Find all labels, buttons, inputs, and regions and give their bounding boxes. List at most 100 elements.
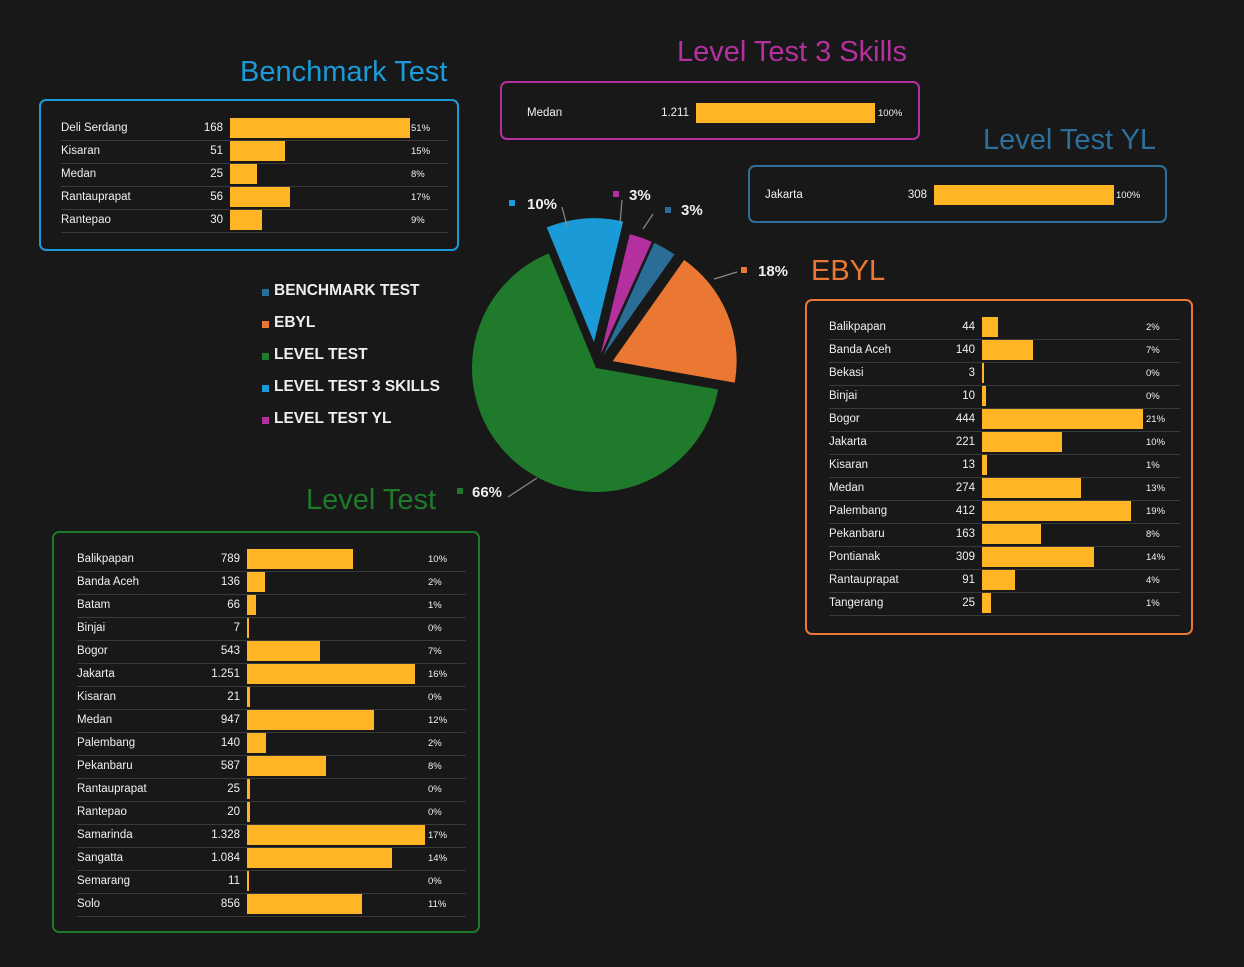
percent-label: 0% xyxy=(1146,391,1160,402)
bar xyxy=(982,547,1095,567)
pie-slice-ebyl xyxy=(612,259,737,383)
benchmark-test-row: Rantauprapat 56 17% xyxy=(61,186,448,210)
row-divider xyxy=(77,640,466,641)
bar xyxy=(247,871,249,891)
row-divider xyxy=(829,385,1180,386)
pie-slice-benchmark-test xyxy=(602,242,675,356)
value-label: 163 xyxy=(955,528,975,540)
row-divider xyxy=(77,893,466,894)
percent-label: 17% xyxy=(428,830,448,841)
percent-label: 17% xyxy=(411,192,431,203)
percent-label: 8% xyxy=(411,169,425,180)
category-label: Medan xyxy=(61,168,97,180)
bar xyxy=(230,118,410,138)
bar xyxy=(982,409,1143,429)
value-label: 309 xyxy=(955,551,975,563)
percent-label: 8% xyxy=(428,761,442,772)
bar xyxy=(247,664,415,684)
row-divider xyxy=(829,339,1180,340)
category-label: Medan xyxy=(829,482,865,494)
legend-label-level-test: LEVEL TEST xyxy=(274,346,368,363)
row-divider xyxy=(829,592,1180,593)
value-label: 856 xyxy=(220,898,240,910)
percent-label: 0% xyxy=(428,807,442,818)
legend-label-level-test-yl: LEVEL TEST YL xyxy=(274,410,392,427)
pie-leader-line xyxy=(507,477,538,498)
value-label: 91 xyxy=(962,574,975,586)
value-label: 25 xyxy=(210,168,223,180)
pie-leader-line xyxy=(713,271,738,280)
ebyl-panel xyxy=(805,299,1193,635)
benchmark-test-row: Rantepao 30 9% xyxy=(61,209,448,233)
percent-label: 14% xyxy=(428,853,448,864)
row-divider xyxy=(829,569,1180,570)
row-divider xyxy=(829,477,1180,478)
category-label: Deli Serdang xyxy=(61,122,128,134)
row-divider xyxy=(77,916,466,917)
value-label: 168 xyxy=(203,122,223,134)
value-label: 25 xyxy=(962,597,975,609)
row-divider xyxy=(77,755,466,756)
value-label: 44 xyxy=(962,321,975,333)
percent-label: 0% xyxy=(428,784,442,795)
category-label: Kisaran xyxy=(61,145,100,157)
bar xyxy=(230,141,285,161)
value-label: 30 xyxy=(210,214,223,226)
pie-label-marker xyxy=(457,488,463,494)
value-label: 51 xyxy=(210,145,223,157)
bar xyxy=(230,210,263,230)
benchmark-test-row: Kisaran 51 15% xyxy=(61,140,448,164)
category-label: Balikpapan xyxy=(829,321,886,333)
bar xyxy=(247,549,353,569)
row-divider xyxy=(61,209,448,210)
ebyl-row: Balikpapan 44 2% xyxy=(829,316,1180,340)
row-divider xyxy=(77,801,466,802)
bar xyxy=(982,455,987,475)
ebyl-row: Kisaran 13 1% xyxy=(829,454,1180,478)
level-test-row: Bogor 543 7% xyxy=(77,640,466,664)
pie-label-marker xyxy=(509,200,515,206)
row-divider xyxy=(77,732,466,733)
category-label: Sangatta xyxy=(77,852,124,864)
category-label: Batam xyxy=(77,599,111,611)
value-label: 66 xyxy=(227,599,240,611)
percent-label: 16% xyxy=(428,669,448,680)
pie-slice-label: 10% xyxy=(527,196,557,213)
bar xyxy=(982,524,1042,544)
row-divider xyxy=(829,408,1180,409)
level-test-panel xyxy=(52,531,480,933)
benchmark-test-title: Benchmark Test xyxy=(240,56,448,88)
legend-swatch-level-test-3-skills xyxy=(262,385,269,392)
bar xyxy=(247,825,425,845)
legend-swatch-benchmark-test xyxy=(262,289,269,296)
level-test-3-skills-row: Medan 1.211 100% xyxy=(527,102,910,125)
category-label: Jakarta xyxy=(77,668,115,680)
pie-label-marker xyxy=(613,191,619,197)
level-test-row: Palembang 140 2% xyxy=(77,732,466,756)
percent-label: 0% xyxy=(1146,368,1160,379)
bar xyxy=(982,340,1033,360)
pie-label-marker xyxy=(741,267,747,273)
percent-label: 0% xyxy=(428,876,442,887)
value-label: 13 xyxy=(962,459,975,471)
bar xyxy=(982,570,1015,590)
percent-label: 10% xyxy=(1146,437,1166,448)
row-divider xyxy=(77,686,466,687)
ebyl-row: Banda Aceh 140 7% xyxy=(829,339,1180,363)
value-label: 25 xyxy=(227,783,240,795)
value-label: 221 xyxy=(955,436,975,448)
row-divider xyxy=(829,362,1180,363)
level-test-3-skills-title: Level Test 3 Skills xyxy=(677,36,907,68)
value-label: 444 xyxy=(955,413,975,425)
level-test-row: Jakarta 1.251 16% xyxy=(77,663,466,687)
row-divider xyxy=(77,778,466,779)
pie-slice-label: 3% xyxy=(681,202,703,219)
benchmark-test-row: Deli Serdang 168 51% xyxy=(61,117,448,141)
legend-label-benchmark-test: BENCHMARK TEST xyxy=(274,282,420,299)
level-test-row: Sangatta 1.084 14% xyxy=(77,847,466,871)
level-test-row: Rantepao 20 0% xyxy=(77,801,466,825)
value-label: 1.084 xyxy=(211,852,240,864)
percent-label: 13% xyxy=(1146,483,1166,494)
row-divider xyxy=(77,594,466,595)
level-test-row: Semarang 11 0% xyxy=(77,870,466,894)
